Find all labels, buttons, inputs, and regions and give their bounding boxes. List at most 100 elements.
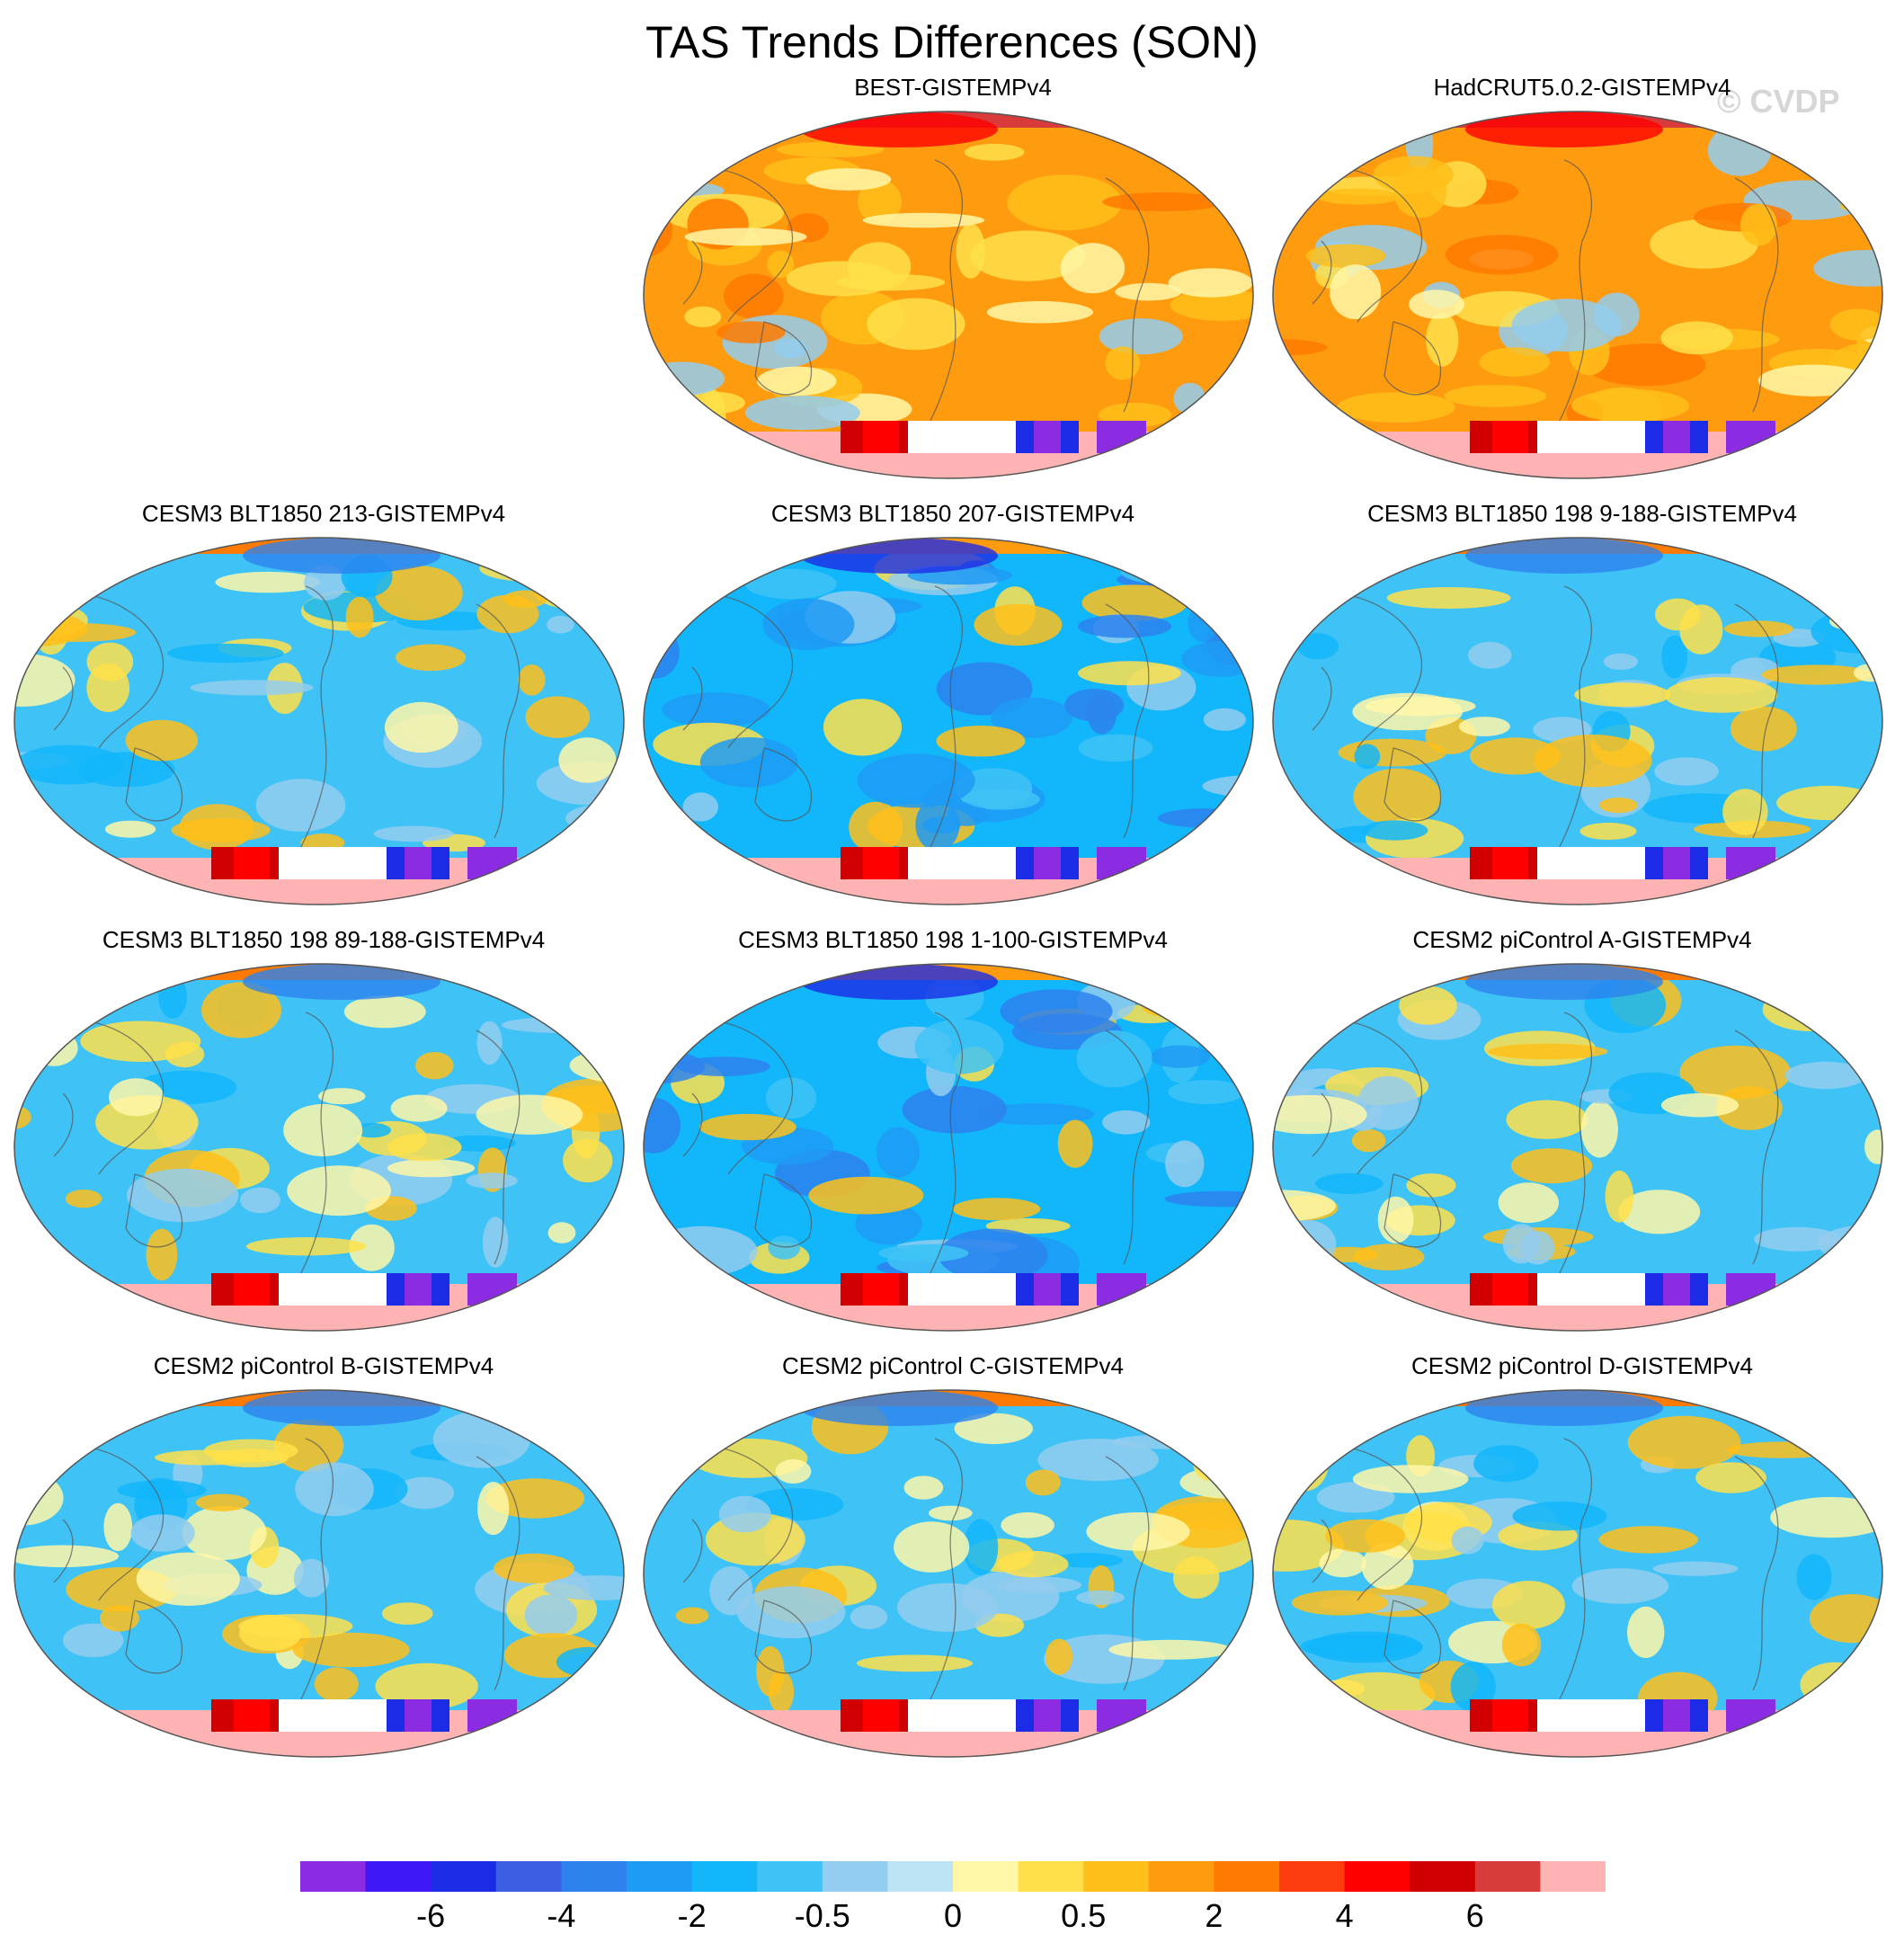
anomaly-region [1776, 785, 1880, 821]
anomaly-region [1296, 633, 1339, 660]
anomaly-region [1078, 661, 1181, 686]
anomaly-region [564, 1443, 611, 1464]
coastline [1312, 1519, 1332, 1583]
anomaly-region [1285, 1446, 1335, 1466]
anomaly-region [109, 1078, 165, 1117]
colorbar-segment [1018, 1861, 1084, 1892]
anomaly-region [293, 1558, 330, 1598]
anomaly-region [1731, 706, 1797, 752]
anomaly-region [675, 1607, 709, 1625]
anomaly-region [1627, 1415, 1741, 1469]
anomaly-region [343, 995, 426, 1029]
anomaly-region [850, 1605, 888, 1629]
antarctic-patch [1663, 847, 1690, 879]
world-map [643, 1389, 1254, 1758]
anomaly-region [1337, 392, 1455, 423]
antarctic-patch [1034, 847, 1061, 879]
anomaly-region [1150, 1045, 1211, 1068]
map-panel: CESM2 piControl D-GISTEMPv4 [1268, 1352, 1897, 1775]
anomaly-region [1534, 735, 1652, 788]
anomaly-region [415, 1052, 454, 1080]
anomaly-region [767, 250, 795, 279]
anomaly-region [1598, 798, 1638, 814]
world-map [13, 1389, 625, 1758]
anomaly-region [195, 1493, 250, 1511]
antarctic-patch [1537, 1273, 1645, 1306]
anomaly-region [1506, 1100, 1588, 1139]
coastline [1554, 585, 1593, 857]
coastline [1105, 1029, 1150, 1265]
antarctic-patch [908, 847, 1016, 879]
colorbar-tick-label: 0.5 [1061, 1897, 1107, 1934]
anomaly-region [283, 1103, 363, 1157]
anomaly-region [479, 555, 576, 582]
anomaly-region [501, 1017, 620, 1033]
antarctic-patch [234, 1273, 270, 1306]
anomaly-region [375, 566, 463, 621]
anomaly-region [1361, 820, 1428, 841]
coastline [925, 1012, 964, 1283]
anomaly-region [1223, 1036, 1253, 1052]
anomaly-region [1300, 1634, 1422, 1659]
antarctic-patch [1726, 1273, 1775, 1306]
anomaly-region [823, 699, 903, 756]
anomaly-region [14, 1104, 31, 1130]
anomaly-region [255, 779, 346, 832]
antarctic-patch [234, 847, 270, 879]
anomaly-region [718, 1495, 771, 1533]
antarctic-patch [1492, 421, 1528, 453]
anomaly-region [1813, 250, 1882, 287]
map-panel: HadCRUT5.0.2-GISTEMPv4 [1268, 74, 1897, 496]
anomaly-region [476, 1094, 583, 1135]
colorbar-segment [1410, 1861, 1476, 1892]
anomaly-region [903, 1475, 944, 1500]
anomaly-region [762, 599, 855, 651]
anomaly-region [857, 753, 975, 808]
antarctic-patch [863, 1273, 899, 1306]
map-outline [1272, 537, 1883, 905]
anomaly-region [644, 162, 695, 185]
panel-title: CESM3 BLT1850 198 9-188-GISTEMPv4 [1367, 500, 1797, 527]
anomaly-region [1458, 717, 1510, 736]
colorbar-segment [822, 1861, 888, 1892]
anomaly-region [524, 1594, 578, 1636]
anomaly-region [1520, 1231, 1555, 1265]
anomaly-region [482, 1217, 509, 1268]
anomaly-region [1501, 1623, 1542, 1667]
cvdp-watermark: © CVDP [1717, 83, 1840, 120]
map-panel: CESM3 BLT1850 198 89-188-GISTEMPv4 [9, 926, 638, 1349]
anomaly-region [287, 1165, 391, 1217]
arctic-anomaly [243, 1390, 440, 1426]
coastline [1105, 177, 1150, 413]
anomaly-region [1761, 664, 1873, 685]
antarctic-patch [863, 1699, 899, 1732]
anomaly-region [1510, 1148, 1593, 1184]
map-outline [1272, 1389, 1883, 1758]
antarctic-patch [279, 1699, 387, 1732]
anomaly-region [768, 1671, 795, 1714]
anomaly-region [314, 1667, 359, 1702]
anomaly-region [862, 212, 985, 228]
anomaly-region [1102, 192, 1224, 211]
coastline [754, 1173, 813, 1248]
world-map [13, 537, 625, 905]
coastline [925, 1438, 964, 1709]
coastline [1554, 1438, 1593, 1709]
anomaly-region [1820, 820, 1882, 869]
anomaly-region [1605, 1170, 1633, 1223]
anomaly-region [1864, 1129, 1882, 1164]
anomaly-region [1444, 385, 1547, 407]
antarctic-patch [1034, 1699, 1061, 1732]
anomaly-region [1045, 1638, 1073, 1675]
anomaly-region [1319, 1548, 1366, 1578]
antarctic-patch [1492, 1699, 1528, 1732]
colorbar-segment [691, 1861, 758, 1892]
anomaly-region [373, 825, 454, 842]
arctic-anomaly [800, 964, 998, 1000]
anomaly-region [1373, 156, 1454, 194]
anomaly-region [547, 1222, 576, 1243]
anomaly-region [1278, 572, 1342, 595]
anomaly-region [1784, 1061, 1866, 1090]
anomaly-region [952, 1198, 1041, 1221]
colorbar-segment [365, 1861, 432, 1892]
